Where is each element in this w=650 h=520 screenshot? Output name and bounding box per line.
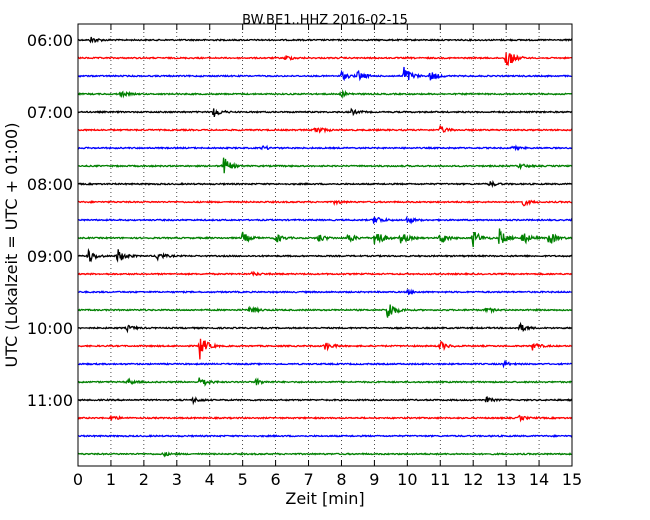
seismogram-trace <box>77 125 573 134</box>
seismogram-trace <box>77 107 572 118</box>
seismogram-trace <box>77 270 573 277</box>
x-tick-label: 0 <box>73 470 83 489</box>
x-tick-label: 13 <box>496 470 516 489</box>
y-tick-label: 09:00 <box>27 247 73 266</box>
seismogram-trace <box>77 157 573 174</box>
seismogram-trace <box>77 144 573 152</box>
x-tick-label: 7 <box>303 470 313 489</box>
seismogram-trace <box>77 215 573 225</box>
seismogram-trace <box>77 359 573 369</box>
seismogram-trace <box>77 228 573 248</box>
chart-title: BW.BE1..HHZ 2016-02-15 <box>242 13 408 28</box>
x-tick-label: 2 <box>139 470 149 489</box>
x-axis-label: Zeit [min] <box>285 489 364 508</box>
x-tick-label: 1 <box>106 470 116 489</box>
x-tick-label: 6 <box>271 470 281 489</box>
plot-area: 0 1 2 3 4 5 6 7 8 9 10 11 12 13 14 1506:0007:0008:0009:… <box>27 24 582 489</box>
seismogram-trace <box>77 451 573 458</box>
x-tick-label: 14 <box>529 470 549 489</box>
seismogram-trace <box>78 377 573 387</box>
x-tick-label: 15 <box>562 470 582 489</box>
y-tick-label: 08:00 <box>27 175 73 194</box>
seismogram-trace <box>77 247 572 263</box>
x-tick-label: 11 <box>430 470 450 489</box>
seismogram-trace <box>77 434 573 438</box>
seismogram-trace <box>77 338 573 360</box>
seismogram-trace <box>77 321 573 334</box>
seismogram-trace <box>77 395 573 406</box>
seismogram-trace <box>77 89 573 99</box>
x-tick-label: 10 <box>397 470 417 489</box>
seismogram-trace <box>77 36 573 44</box>
x-tick-label: 5 <box>238 470 248 489</box>
y-axis-label: UTC (Lokalzeit = UTC + 01:00) <box>2 123 21 368</box>
seismogram-trace <box>77 288 573 296</box>
x-tick-label: 4 <box>205 470 215 489</box>
seismogram-trace <box>77 179 573 189</box>
seismogram-trace <box>77 304 573 318</box>
x-tick-label: 3 <box>172 470 182 489</box>
x-tick-label: 9 <box>369 470 379 489</box>
plot-frame <box>77 23 573 467</box>
x-tick-label: 12 <box>463 470 483 489</box>
y-tick-label: 06:00 <box>27 31 73 50</box>
x-tick-label: 8 <box>336 470 346 489</box>
y-tick-label: 10:00 <box>27 319 73 338</box>
seismogram-trace <box>77 199 573 207</box>
y-tick-label: 07:00 <box>27 103 73 122</box>
seismogram-trace <box>77 52 573 67</box>
seismogram-trace <box>77 66 572 82</box>
seismogram-trace <box>77 414 573 423</box>
y-tick-label: 11:00 <box>27 391 73 410</box>
